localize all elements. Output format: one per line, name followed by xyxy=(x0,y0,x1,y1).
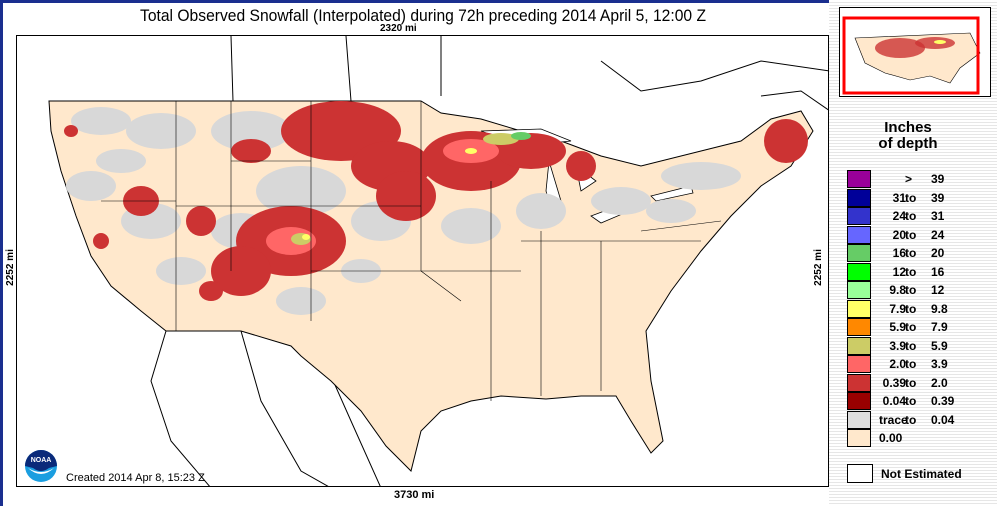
legend-to: to xyxy=(905,412,917,427)
legend-item: 24 to 31 xyxy=(847,207,997,226)
legend-swatch xyxy=(847,188,871,207)
legend-high: 39 xyxy=(931,172,945,186)
legend-item: 3.9 to 5.9 xyxy=(847,336,997,356)
legend-item: 9.8 to 12 xyxy=(847,281,997,300)
legend-low: 9.8 xyxy=(889,283,906,297)
legend-item: 31 to 39 xyxy=(847,188,997,208)
legend-swatch xyxy=(847,281,871,299)
legend-panel: Inches of depth > 39 31 to 39 24 to 31 2… xyxy=(829,0,997,506)
legend-swatch xyxy=(847,373,871,392)
inset-svg xyxy=(842,16,981,95)
legend-swatch xyxy=(847,299,871,318)
legend-low: 24 xyxy=(892,209,906,223)
legend-low: 2.0 xyxy=(889,357,906,371)
legend-to: to xyxy=(905,209,917,223)
legend-low: 0.39 xyxy=(882,375,906,390)
legend-high: 31 xyxy=(931,209,945,223)
legend-low: 31 xyxy=(892,190,906,205)
created-timestamp: Created 2014 Apr 8, 15:23 Z xyxy=(66,472,205,484)
legend-item: > 39 xyxy=(847,170,997,189)
scale-bottom: 3730 mi xyxy=(394,489,435,501)
legend-swatch xyxy=(847,410,871,429)
legend-to: to xyxy=(905,394,917,408)
legend-to: to xyxy=(905,283,917,297)
legend-item: 2.0 to 3.9 xyxy=(847,355,997,374)
overview-inset-map[interactable] xyxy=(839,7,991,97)
legend-swatch xyxy=(847,207,871,225)
legend-to: to xyxy=(905,246,917,260)
legend-swatch xyxy=(847,318,871,336)
legend-to: to xyxy=(905,320,917,334)
legend-to: to xyxy=(905,227,917,242)
legend-to: to xyxy=(905,190,917,205)
map-svg xyxy=(48,36,828,486)
legend-low: trace xyxy=(879,412,908,427)
legend-low: 0.04 xyxy=(882,394,906,408)
legend-high: 12 xyxy=(931,283,945,297)
legend-swatch xyxy=(847,429,871,447)
legend-to: to xyxy=(905,338,917,353)
legend-low: 5.9 xyxy=(889,320,906,334)
legend-item: trace to 0.04 xyxy=(847,410,997,430)
legend-to: to xyxy=(905,264,917,279)
legend-item: 5.9 to 7.9 xyxy=(847,318,997,337)
scale-top: 2320 mi xyxy=(380,23,417,34)
legend-item: 0.04 to 0.39 xyxy=(847,392,997,411)
scale-right: 2252 mi xyxy=(812,249,824,286)
legend-item: 0.00 xyxy=(847,429,997,448)
noaa-logo-text: NOAA xyxy=(31,457,52,464)
legend-high: 16 xyxy=(931,264,945,279)
legend-low: 12 xyxy=(892,264,906,279)
snowfall-map[interactable] xyxy=(16,35,829,487)
legend-to: to xyxy=(905,375,917,390)
legend-swatch xyxy=(847,336,871,355)
legend-swatch xyxy=(847,244,871,262)
legend-high: 2.0 xyxy=(931,375,948,390)
scale-left: 2252 mi xyxy=(4,249,16,286)
legend-low: 0.00 xyxy=(879,431,903,445)
legend-low: 7.9 xyxy=(889,301,906,316)
state-borders xyxy=(101,101,722,401)
legend-to: > xyxy=(905,172,913,186)
window-left-border xyxy=(0,0,3,506)
legend-low: 16 xyxy=(892,246,906,260)
inset-view-box xyxy=(842,16,980,95)
window-top-border xyxy=(0,0,830,3)
legend-item: 0.39 to 2.0 xyxy=(847,373,997,393)
legend-item: 7.9 to 9.8 xyxy=(847,299,997,319)
noaa-logo: NOAA xyxy=(25,450,57,482)
legend-high: 5.9 xyxy=(931,338,948,353)
legend-to: to xyxy=(905,301,917,316)
legend-high: 20 xyxy=(931,246,945,260)
legend-low: 3.9 xyxy=(889,338,906,353)
moderate-snow-areas xyxy=(266,132,531,255)
canada-mexico-borders xyxy=(150,36,828,486)
legend-to: to xyxy=(905,357,917,371)
legend-high: 0.04 xyxy=(931,412,955,427)
legend-swatch xyxy=(847,392,871,410)
legend-title: Inches of depth xyxy=(878,119,938,152)
legend-item: 12 to 16 xyxy=(847,262,997,282)
legend-high: 0.39 xyxy=(931,394,955,408)
not-estimated-swatch xyxy=(847,464,873,483)
legend-swatch xyxy=(847,262,871,281)
legend-high: 9.8 xyxy=(931,301,948,316)
legend-high: 3.9 xyxy=(931,357,948,371)
legend-swatch xyxy=(847,170,871,188)
legend-swatch xyxy=(847,225,871,244)
map-title: Total Observed Snowfall (Interpolated) d… xyxy=(139,6,707,25)
not-estimated-label: Not Estimated xyxy=(881,467,962,481)
legend-high: 39 xyxy=(931,190,945,205)
legend-low: 20 xyxy=(892,227,906,242)
legend-high: 7.9 xyxy=(931,320,948,334)
legend-high: 24 xyxy=(931,227,945,242)
legend-swatch xyxy=(847,355,871,373)
legend-item: 16 to 20 xyxy=(847,244,997,263)
legend-item: 20 to 24 xyxy=(847,225,997,245)
